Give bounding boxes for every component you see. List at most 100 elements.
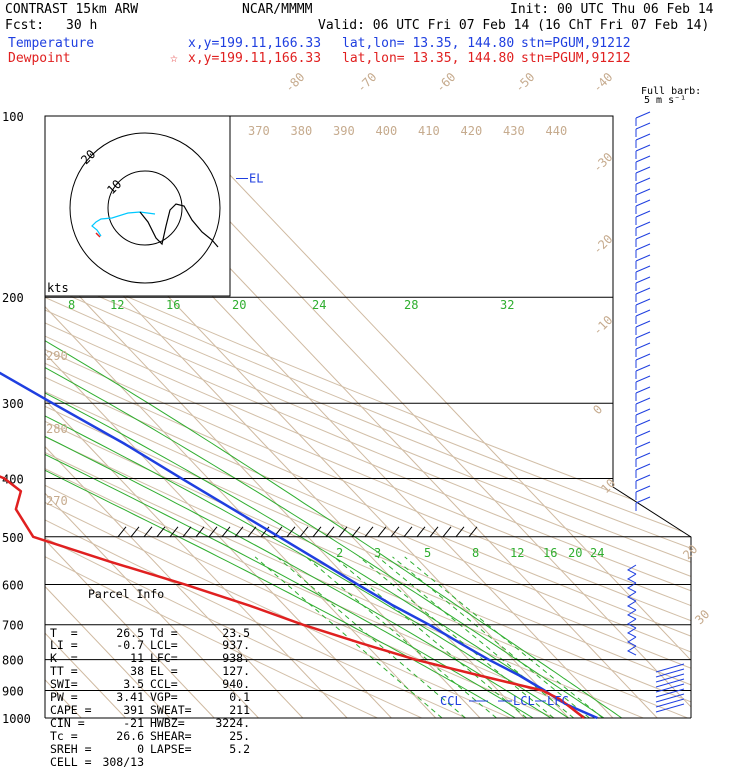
- hatch-tick: [156, 526, 166, 538]
- pressure-tick-label: 300: [2, 397, 24, 411]
- parcel-info-value: 3.5: [123, 677, 144, 692]
- parcel-info-row: CELL = 308/13: [50, 755, 250, 769]
- wind-barb: [626, 582, 637, 593]
- wind-barb: [635, 210, 651, 218]
- mixing-ratio-label: 2: [336, 546, 343, 560]
- parcel-info-key: [144, 756, 204, 769]
- hodograph-units-label: kts: [47, 281, 69, 295]
- pressure-tick-label: 500: [2, 531, 24, 545]
- dry-adiabat-line: [45, 116, 600, 718]
- pressure-tick-label: 1000: [2, 712, 31, 726]
- parcel-info-key: HWBZ=: [150, 715, 185, 730]
- hatch-tick: [221, 526, 231, 538]
- moist-adiabat-label: 28: [404, 298, 418, 312]
- isotherm-tick-label: -20: [590, 232, 615, 257]
- wind-barb: [635, 243, 651, 251]
- mixing-ratio-line: [358, 556, 555, 718]
- parcel-info-value: 211: [229, 702, 250, 717]
- wind-barb: [635, 133, 651, 141]
- wind-barb: [635, 265, 651, 273]
- wind-barb: [635, 199, 651, 207]
- wind-barb: [635, 364, 651, 372]
- hodograph-box: [44, 115, 231, 297]
- theta-tick-label: 440: [546, 124, 568, 138]
- wind-barb: [635, 441, 651, 449]
- wind-barb: [635, 353, 651, 361]
- hatch-tick: [247, 526, 257, 538]
- pressure-tick-label: 600: [2, 578, 24, 592]
- parcel-info-title: Parcel Info: [88, 586, 165, 601]
- pressure-tick-label: 100: [2, 110, 24, 124]
- parcel-info-row: CIN = -21 HWBZ= 3224.: [50, 715, 250, 730]
- wind-barb: [635, 463, 651, 471]
- pressure-tick-label: 800: [2, 654, 24, 668]
- init-time: Init: 00 UTC Thu 06 Feb 14: [510, 2, 714, 17]
- mixing-ratio-line: [392, 556, 590, 718]
- isotherm-line: [45, 116, 215, 718]
- wind-barb: [635, 298, 651, 306]
- moist-adiabat-label: 24: [312, 298, 326, 312]
- hatch-tick: [468, 526, 478, 538]
- parcel-info-key: LI =: [50, 638, 78, 653]
- parcel-info-row: LI = -0.7 LCL= 937.: [50, 639, 250, 652]
- parcel-info-key: LFC=: [150, 651, 178, 666]
- wind-barb: [635, 232, 651, 240]
- theta-tick-label: 370: [248, 124, 270, 138]
- isotherm-tick-label: -10: [590, 313, 615, 338]
- wind-barb: [635, 331, 651, 339]
- parcel-info-row: K = 11 LFC= 938.: [50, 652, 250, 665]
- isotherm-line: [173, 116, 691, 718]
- dewpoint-profile-line: [0, 475, 585, 719]
- legend-temperature: Temperature: [8, 36, 95, 51]
- wind-barb: [626, 600, 637, 611]
- parcel-info-row: CAPE = 391 SWEAT= 211: [50, 704, 250, 717]
- temperature-profile-line: [0, 371, 598, 720]
- wind-barb: [655, 673, 685, 683]
- wind-barb: [655, 678, 685, 688]
- isotherm-tick-label: -70: [354, 70, 379, 95]
- parcel-info-row: SWI= 3.5 CCL= 940.: [50, 678, 250, 691]
- parcel-info-key: PW =: [50, 690, 78, 705]
- isotherm-tick-label: 30: [692, 607, 712, 627]
- hatch-tick: [312, 526, 322, 538]
- legend-dewpoint-latlon: lat,lon= 13.35, 144.80: [342, 51, 515, 66]
- wind-barb: [635, 408, 651, 416]
- parcel-info-key: SWEAT=: [150, 702, 192, 717]
- parcel-info-key: Tc =: [50, 728, 78, 743]
- wind-barb: [635, 111, 651, 119]
- hatch-tick: [403, 526, 413, 538]
- hatch-tick: [299, 526, 309, 538]
- parcel-info-value: 5.2: [229, 741, 250, 756]
- dry-adiabat-line: [45, 116, 688, 718]
- wind-barb: [635, 309, 651, 317]
- parcel-info-row: TT = 38 EL = 127.: [50, 665, 250, 678]
- wind-barb: [655, 683, 685, 693]
- wind-barb: [635, 342, 651, 350]
- wind-barb: [626, 609, 637, 620]
- legend-temperature-latlon: lat,lon= 13.35, 144.80: [342, 36, 515, 51]
- model-label: CONTRAST 15km ARW: [5, 2, 139, 17]
- pressure-tick-label: 400: [2, 472, 24, 486]
- hatch-tick: [325, 526, 335, 538]
- theta-tick-label: 430: [503, 124, 525, 138]
- parcel-info-value: 391: [123, 702, 144, 717]
- dry-adiabat-line: [45, 116, 691, 718]
- wind-barb: [635, 155, 651, 163]
- wind-barb: [655, 663, 685, 673]
- wind-barb: [626, 591, 637, 602]
- isotherm-tick-label: -40: [590, 70, 615, 95]
- mixing-ratio-line: [404, 556, 604, 718]
- legend-dewpoint-xy: x,y=199.11,166.33: [188, 51, 322, 66]
- parcel-info-box: Parcel Info T = 26.5 Td = 23.5 LI = -0.7 LCL= 9…: [50, 562, 250, 781]
- pressure-tick-label: 200: [2, 291, 24, 305]
- theta-tick-label: 280: [46, 422, 68, 436]
- moist-adiabat-label: 8: [68, 298, 75, 312]
- isotherm-tick-label: -60: [433, 70, 458, 95]
- parcel-info-key: LAPSE=: [150, 741, 192, 756]
- moist-adiabat-label: 20: [232, 298, 246, 312]
- dry-adiabat-line: [45, 116, 691, 718]
- barb-legend-title: Full barb:: [641, 86, 702, 97]
- el-label: EL: [249, 171, 263, 185]
- parcel-info-key: EL =: [150, 664, 178, 679]
- theta-tick-label: 380: [291, 124, 313, 138]
